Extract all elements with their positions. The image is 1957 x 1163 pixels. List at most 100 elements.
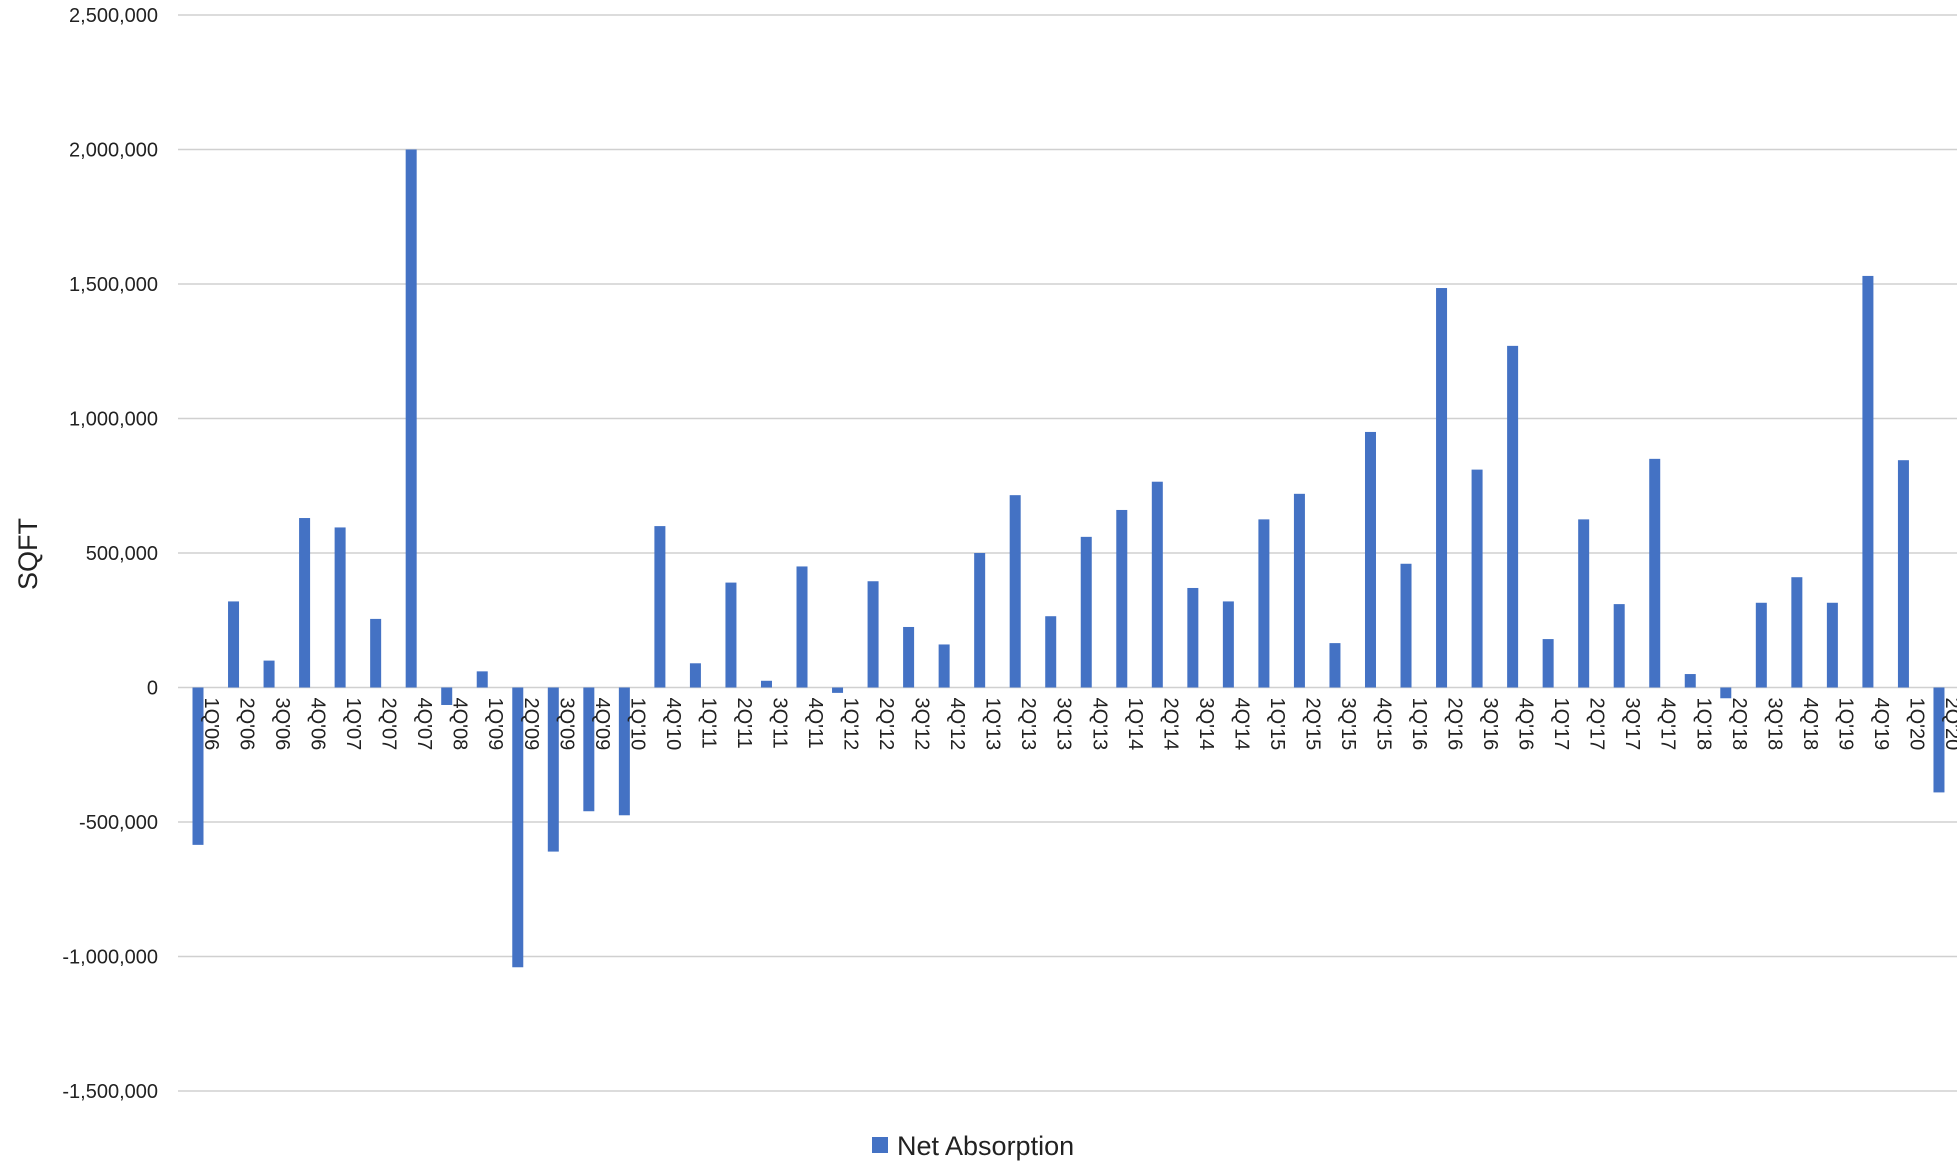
x-tick-label: 1Q'15 xyxy=(1266,698,1288,751)
y-tick-label: 0 xyxy=(147,678,158,700)
x-tick-label: 3Q'09 xyxy=(555,698,577,751)
x-tick-label: 4Q'08 xyxy=(449,698,471,751)
bar[interactable] xyxy=(1471,469,1483,688)
legend-label: Net Absorption xyxy=(897,1131,1074,1161)
y-tick-label: -500,000 xyxy=(79,812,158,834)
bar[interactable] xyxy=(1791,577,1803,688)
x-tick-label: 1Q'20 xyxy=(1905,698,1927,751)
bar[interactable] xyxy=(334,527,346,688)
x-tick-label: 2Q'20 xyxy=(1941,698,1957,751)
bar[interactable] xyxy=(1258,519,1270,688)
x-tick-label: 2Q'07 xyxy=(378,698,400,751)
bar[interactable] xyxy=(476,671,488,688)
x-tick-label: 4Q'19 xyxy=(1870,698,1892,751)
bar[interactable] xyxy=(192,687,204,845)
bar[interactable] xyxy=(618,687,630,816)
x-tick-label: 4Q'10 xyxy=(662,698,684,751)
x-tick-label: 4Q'15 xyxy=(1372,698,1394,751)
x-tick-label: 4Q'18 xyxy=(1799,698,1821,751)
x-tick-label: 1Q'06 xyxy=(200,698,222,751)
bar[interactable] xyxy=(938,644,950,688)
y-tick-label: 1,500,000 xyxy=(69,274,158,296)
bar[interactable] xyxy=(1862,275,1874,688)
x-tick-label: 3Q'14 xyxy=(1195,698,1217,751)
x-tick-label: 1Q'11 xyxy=(697,698,719,749)
bar[interactable] xyxy=(1755,602,1767,688)
y-tick-label: 2,000,000 xyxy=(69,140,158,162)
bars xyxy=(192,149,1945,968)
x-tick-label: 4Q'13 xyxy=(1088,698,1110,751)
bar[interactable] xyxy=(1684,674,1696,688)
bar[interactable] xyxy=(1613,604,1625,688)
bar[interactable] xyxy=(228,601,240,688)
bar[interactable] xyxy=(1400,563,1412,688)
bar[interactable] xyxy=(1187,587,1199,688)
bar[interactable] xyxy=(299,518,311,688)
bar[interactable] xyxy=(512,687,524,968)
x-tick-label: 3Q'16 xyxy=(1479,698,1501,751)
x-tick-label: 1Q'16 xyxy=(1408,698,1430,751)
x-tick-label: 2Q'06 xyxy=(236,698,258,751)
y-tick-label: 1,000,000 xyxy=(69,409,158,431)
bar[interactable] xyxy=(903,626,915,688)
bar[interactable] xyxy=(867,581,879,688)
x-tick-label: 2Q'18 xyxy=(1728,698,1750,751)
x-tick-label: 2Q'13 xyxy=(1017,698,1039,751)
bar[interactable] xyxy=(547,687,559,852)
bar[interactable] xyxy=(1507,345,1519,688)
x-tick-label: 3Q'11 xyxy=(768,698,790,749)
bar[interactable] xyxy=(760,680,772,688)
bar[interactable] xyxy=(689,663,701,688)
bar[interactable] xyxy=(1329,643,1341,688)
bar[interactable] xyxy=(1116,509,1128,688)
bar[interactable] xyxy=(583,687,595,812)
x-tick-label: 1Q'19 xyxy=(1834,698,1856,751)
x-tick-label: 3Q'15 xyxy=(1337,698,1359,751)
bar[interactable] xyxy=(1364,431,1376,688)
x-tick-label: 2Q'09 xyxy=(520,698,542,751)
legend[interactable]: Net Absorption xyxy=(872,1131,1074,1161)
bar[interactable] xyxy=(1649,458,1661,688)
bar[interactable] xyxy=(1293,493,1305,688)
x-tick-label: 4Q'12 xyxy=(946,698,968,751)
y-tick-label: 500,000 xyxy=(86,543,158,565)
bar[interactable] xyxy=(1080,536,1092,688)
bar[interactable] xyxy=(441,687,453,705)
bar[interactable] xyxy=(1542,639,1554,688)
bar[interactable] xyxy=(1045,616,1057,688)
x-tick-label: 4Q'16 xyxy=(1515,698,1537,751)
bar[interactable] xyxy=(1933,687,1945,793)
bar[interactable] xyxy=(654,526,666,688)
gridlines xyxy=(178,14,1957,1092)
bar[interactable] xyxy=(1897,460,1909,688)
x-tick-label: 3Q'12 xyxy=(911,698,933,751)
x-tick-label: 3Q'17 xyxy=(1621,698,1643,751)
bar[interactable] xyxy=(1222,601,1234,688)
x-tick-label: 4Q'07 xyxy=(413,698,435,751)
x-tick-label: 1Q'18 xyxy=(1692,698,1714,751)
x-tick-label: 3Q'13 xyxy=(1053,698,1075,751)
bar[interactable] xyxy=(1826,602,1838,688)
y-tick-label: -1,500,000 xyxy=(62,1081,158,1103)
bar[interactable] xyxy=(1009,495,1021,688)
bar[interactable] xyxy=(1720,687,1732,699)
bar[interactable] xyxy=(263,660,275,688)
bar[interactable] xyxy=(1436,288,1448,688)
x-tick-label: 1Q'12 xyxy=(840,698,862,751)
bar[interactable] xyxy=(725,582,737,688)
bar[interactable] xyxy=(796,566,808,688)
legend-swatch xyxy=(872,1137,888,1153)
bar[interactable] xyxy=(1578,519,1590,688)
x-tick-label: 4Q'11 xyxy=(804,698,826,749)
bar[interactable] xyxy=(370,618,382,688)
x-tick-label: 4Q'17 xyxy=(1657,698,1679,751)
x-tick-label: 4Q'06 xyxy=(307,698,329,751)
bar[interactable] xyxy=(405,149,417,688)
bar[interactable] xyxy=(1151,481,1163,688)
bar[interactable] xyxy=(832,687,844,693)
y-tick-label: -1,000,000 xyxy=(62,947,158,969)
x-tick-label: 1Q'17 xyxy=(1550,698,1572,751)
bar[interactable] xyxy=(974,553,986,688)
y-axis-tick-labels: -1,500,000 -1,000,000 -500,000 0 500,000 1,00… xyxy=(62,5,158,1103)
